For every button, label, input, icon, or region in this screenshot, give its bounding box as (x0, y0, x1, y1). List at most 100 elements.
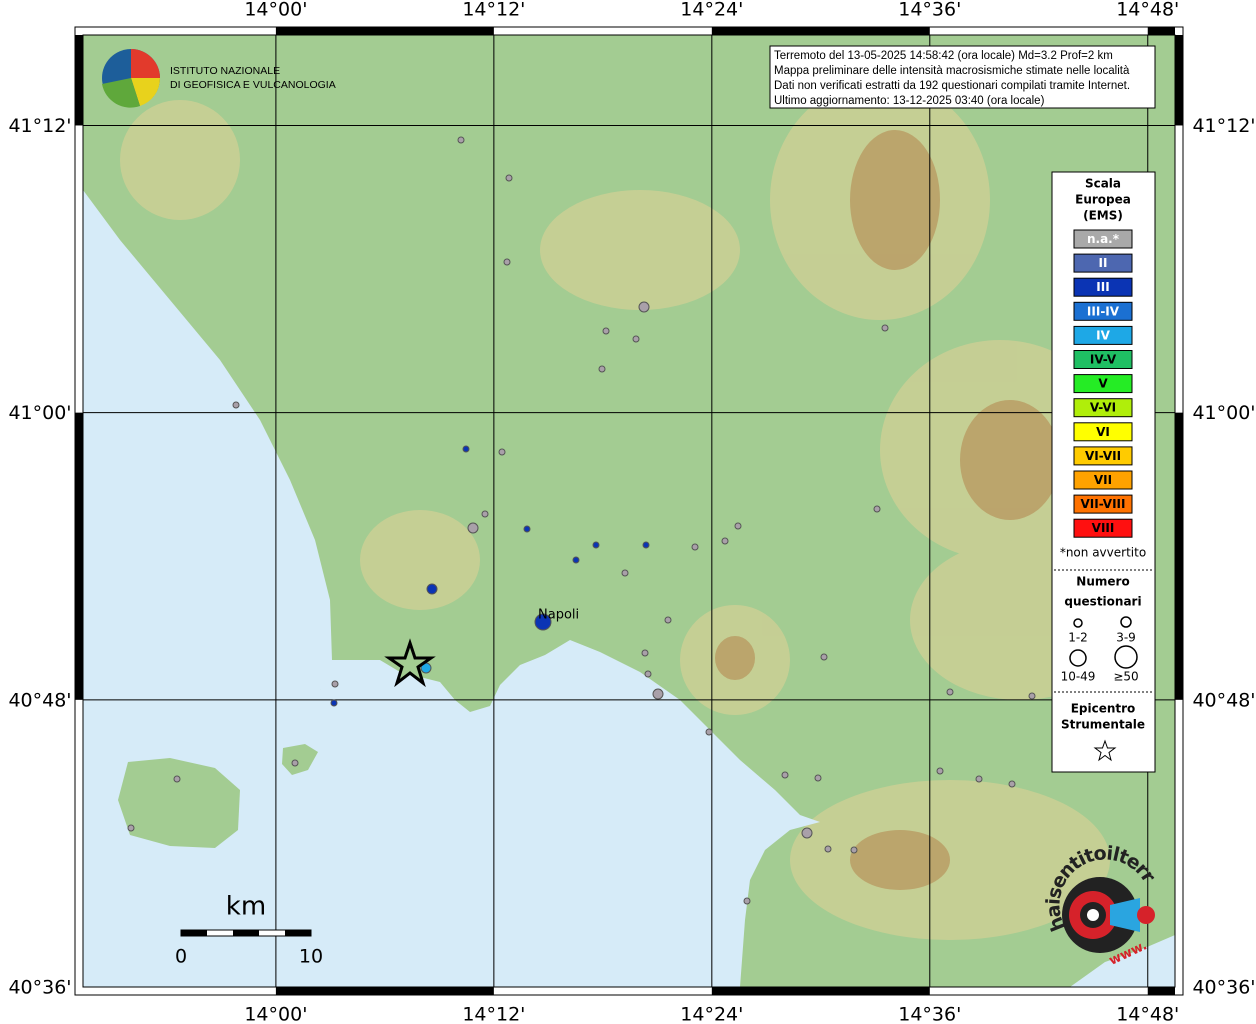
y-tick-label: 41°12' (8, 115, 71, 137)
questionnaire-point (781, 771, 789, 779)
questionnaire-point (426, 583, 438, 595)
questionnaire-point (291, 759, 299, 767)
questionnaire-point (644, 670, 652, 678)
legend-size (1120, 616, 1132, 628)
questionnaire-point (232, 401, 240, 409)
questionnaire-point (621, 569, 629, 577)
questionnaire-point (642, 541, 650, 549)
questionnaire-point (457, 136, 465, 144)
questionnaire-point (330, 699, 338, 707)
questionnaire-point (936, 767, 944, 775)
legend-label: VII-VIII (1080, 497, 1125, 511)
legend-title: Strumentale (1061, 718, 1145, 732)
frame-bar (1175, 35, 1183, 126)
frame-bar (711, 27, 930, 35)
y-tick-label: 41°00' (1192, 402, 1255, 424)
legend-label: n.a.* (1087, 232, 1120, 246)
questionnaire-point (1028, 692, 1036, 700)
questionnaire-point (632, 335, 640, 343)
y-tick-label: 41°00' (8, 402, 71, 424)
ischia (118, 758, 240, 848)
questionnaire-point (173, 775, 181, 783)
legend-label: IV (1096, 328, 1110, 342)
questionnaire-point (814, 774, 822, 782)
questionnaire-point (1008, 780, 1016, 788)
legend-swatch (1073, 494, 1133, 514)
questionnaire-point (534, 613, 552, 631)
legend-swatch (1073, 277, 1133, 297)
questionnaire-point (820, 653, 828, 661)
frame-bar (1147, 987, 1175, 995)
questionnaire-point (641, 649, 649, 657)
frame-bar (1147, 27, 1175, 35)
legend-star (1093, 739, 1117, 762)
questionnaire-point (592, 541, 600, 549)
questionnaire-point (975, 775, 983, 783)
questionnaire-point (462, 445, 470, 453)
logo-text: ISTITUTO NAZIONALE (170, 65, 280, 77)
legend-size-label: 3-9 (1116, 631, 1136, 645)
scale-label: 10 (299, 946, 323, 968)
questionnaire-point (467, 522, 479, 534)
legend-label: IV-V (1090, 353, 1117, 367)
questionnaire-point (505, 174, 513, 182)
y-tick-label: 40°36' (1192, 977, 1255, 999)
frame-bar (275, 27, 494, 35)
x-tick-label: 14°12' (462, 0, 525, 21)
questionnaire-point (652, 688, 664, 700)
questionnaire-point (481, 510, 489, 518)
legend-size (1073, 618, 1083, 628)
legend-swatch (1073, 253, 1133, 273)
questionnaire-point (127, 824, 135, 832)
questionnaire-point (331, 680, 339, 688)
questionnaire-point (503, 258, 511, 266)
questionnaire-point (598, 365, 606, 373)
questionnaire-point (881, 324, 889, 332)
questionnaire-point (602, 327, 610, 335)
questionnaire-point (824, 845, 832, 853)
legend-swatch (1073, 350, 1133, 369)
legend-size (1114, 645, 1138, 669)
x-tick-label: 14°48' (1116, 0, 1179, 21)
legend-swatch (1073, 422, 1133, 442)
questionnaire-point (705, 728, 713, 736)
questionnaire-point (691, 543, 699, 551)
legend-size-label: 1-2 (1068, 631, 1088, 645)
sea (83, 190, 820, 987)
legend-swatch (1073, 446, 1133, 466)
legend-label: VII (1094, 473, 1112, 487)
scale-unit: km (226, 892, 266, 922)
info-line: Terremoto del 13-05-2025 14:58:42 (ora l… (774, 50, 1113, 62)
scale-label: 0 (175, 946, 187, 968)
frame-bar (75, 35, 83, 126)
legend-title: questionari (1064, 595, 1141, 609)
questionnaire-point (850, 846, 858, 854)
legend-swatch (1073, 518, 1133, 538)
legend-title: Europea (1075, 193, 1131, 207)
frame-bar (75, 412, 83, 700)
legend-swatch (1073, 229, 1133, 249)
questionnaire-point (572, 556, 580, 564)
legend-size-label: 10-49 (1061, 670, 1096, 684)
legend-swatch (1073, 374, 1133, 394)
y-tick-label: 40°48' (8, 689, 71, 711)
legend-size (1069, 649, 1087, 667)
questionnaire-point (743, 897, 751, 905)
logo-text: DI GEOFISICA E VULCANOLOGIA (170, 79, 336, 91)
x-tick-label: 14°36' (898, 1004, 961, 1024)
procida (282, 744, 318, 775)
legend-swatch (1073, 301, 1133, 321)
legend-label: VIII (1092, 521, 1115, 535)
x-tick-label: 14°00' (244, 0, 307, 21)
legend-label: V-VI (1090, 401, 1116, 415)
frame-bar (711, 987, 930, 995)
legend-swatch (1073, 325, 1133, 345)
info-line: Ultimo aggiornamento: 13-12-2025 03:40 (… (774, 95, 1045, 107)
legend-title: Numero (1076, 575, 1129, 589)
map-area: Napoli (83, 35, 1175, 987)
questionnaire-point (638, 301, 650, 313)
legend-size-label: ≥50 (1113, 670, 1138, 684)
y-tick-label: 40°48' (1192, 689, 1255, 711)
questionnaire-point (523, 525, 531, 533)
